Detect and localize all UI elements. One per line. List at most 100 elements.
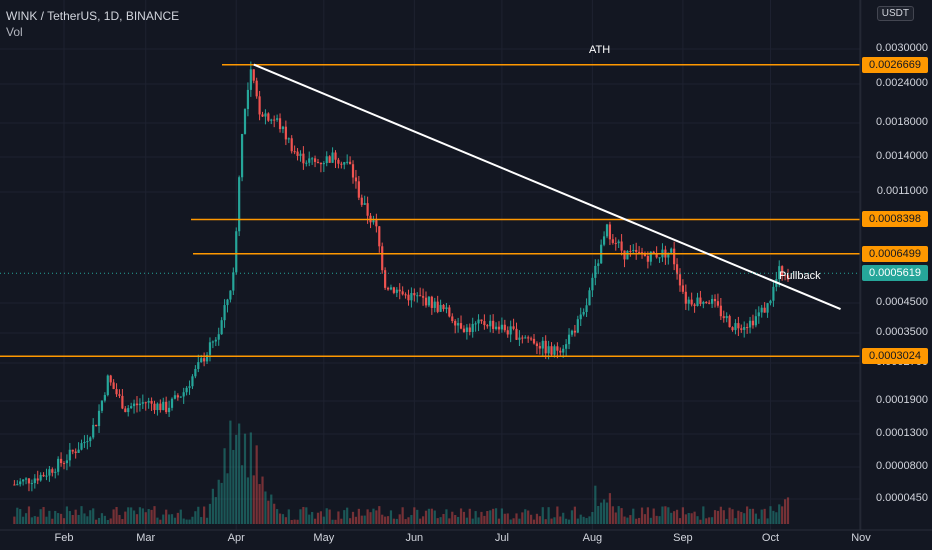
volume-bar bbox=[337, 511, 340, 524]
candle-body bbox=[433, 301, 436, 308]
volume-bar bbox=[588, 516, 591, 524]
volume-bar bbox=[410, 515, 413, 524]
candle-body bbox=[16, 484, 19, 486]
candle-body bbox=[649, 251, 652, 262]
volume-bar bbox=[68, 511, 71, 524]
candle-body bbox=[512, 326, 515, 329]
volume-bar bbox=[766, 518, 769, 524]
volume-bar bbox=[389, 510, 393, 524]
candle-body bbox=[194, 368, 197, 377]
volume-bar bbox=[30, 517, 33, 524]
candle-body bbox=[675, 264, 679, 275]
volume-bar bbox=[786, 497, 790, 524]
candle-body bbox=[135, 403, 139, 406]
volume-bar bbox=[97, 517, 101, 524]
volume-bar bbox=[24, 513, 28, 524]
candle-body bbox=[240, 133, 244, 178]
candle-body bbox=[705, 301, 708, 303]
ath-annotation: ATH bbox=[589, 44, 611, 56]
candle-body bbox=[419, 295, 422, 297]
candle-body bbox=[500, 324, 504, 330]
volume-bar bbox=[725, 518, 728, 524]
candle-body bbox=[334, 152, 337, 160]
volume-bar bbox=[503, 513, 506, 524]
volume-bar bbox=[626, 517, 629, 524]
candle-body bbox=[480, 319, 483, 322]
volume-bar bbox=[401, 507, 404, 524]
volume-bar bbox=[424, 510, 428, 524]
candle-body bbox=[375, 220, 378, 227]
volume-bar bbox=[483, 515, 486, 524]
volume-bar bbox=[454, 515, 457, 524]
volume-bar bbox=[670, 512, 673, 524]
volume-bar bbox=[386, 516, 390, 524]
volume-bar bbox=[754, 513, 757, 524]
volume-bar bbox=[477, 517, 480, 524]
candle-body bbox=[529, 338, 533, 340]
candle-body bbox=[573, 330, 576, 333]
price-tick-label: 0.0001900 bbox=[876, 394, 928, 406]
price-tick-label: 0.0001300 bbox=[876, 427, 928, 439]
volume-bar bbox=[716, 510, 720, 524]
volume-bar bbox=[421, 516, 425, 524]
candle-body bbox=[655, 253, 658, 258]
candle-body bbox=[59, 458, 63, 464]
price-tick-label: 0.0014000 bbox=[876, 150, 928, 162]
volume-bar bbox=[623, 516, 626, 524]
time-tick-label: Mar bbox=[136, 532, 156, 544]
candle-body bbox=[217, 334, 220, 340]
candle-body bbox=[159, 403, 162, 411]
candle-body bbox=[19, 481, 22, 485]
volume-bar bbox=[197, 506, 200, 524]
candle-body bbox=[445, 307, 448, 310]
time-tick-label: Sep bbox=[673, 532, 693, 544]
volume-bar bbox=[427, 508, 431, 524]
candle-body bbox=[36, 478, 39, 481]
candle-body bbox=[769, 300, 772, 304]
volume-bar bbox=[398, 514, 401, 524]
volume-bar bbox=[570, 510, 574, 524]
candle-body bbox=[684, 291, 687, 304]
candle-body bbox=[404, 294, 407, 296]
volume-bar bbox=[407, 517, 410, 524]
candle-body bbox=[629, 250, 632, 252]
candle-body bbox=[410, 293, 413, 301]
volume-bar bbox=[48, 510, 51, 524]
volume-bar bbox=[334, 519, 337, 524]
symbol-title[interactable]: WINK / TetherUS, 1D, BINANCE bbox=[6, 9, 180, 23]
candle-body bbox=[547, 346, 550, 354]
candle-body bbox=[716, 301, 720, 306]
candle-body bbox=[188, 386, 191, 388]
volume-bar bbox=[273, 503, 276, 524]
candle-body bbox=[386, 287, 390, 290]
candle-body bbox=[261, 114, 264, 117]
currency-badge[interactable]: USDT bbox=[876, 6, 914, 21]
volume-indicator-label[interactable]: Vol bbox=[6, 25, 23, 39]
candle-body bbox=[448, 307, 451, 317]
volume-bar bbox=[652, 508, 655, 524]
candle-body bbox=[591, 277, 594, 291]
level-price-tag: 0.0008398 bbox=[862, 211, 928, 228]
volume-bar bbox=[167, 514, 171, 524]
volume-bar bbox=[54, 510, 57, 524]
candle-body bbox=[252, 69, 255, 81]
volume-bar bbox=[702, 506, 705, 524]
volume-bar bbox=[351, 511, 355, 524]
volume-bar bbox=[547, 507, 550, 524]
candle-body bbox=[384, 270, 387, 288]
candle-body bbox=[308, 158, 311, 163]
candle-body bbox=[693, 304, 696, 306]
volume-bar bbox=[200, 517, 203, 524]
volume-bar bbox=[261, 476, 264, 524]
volume-bar bbox=[188, 519, 191, 524]
volume-bar bbox=[176, 512, 179, 524]
candle-body bbox=[690, 299, 693, 305]
candle-body bbox=[635, 249, 638, 252]
volume-bar bbox=[340, 518, 343, 524]
candle-body bbox=[80, 443, 83, 450]
candle-body bbox=[436, 301, 439, 312]
volume-bar bbox=[681, 507, 685, 524]
volume-bar bbox=[576, 518, 579, 524]
candle-body bbox=[302, 153, 305, 164]
